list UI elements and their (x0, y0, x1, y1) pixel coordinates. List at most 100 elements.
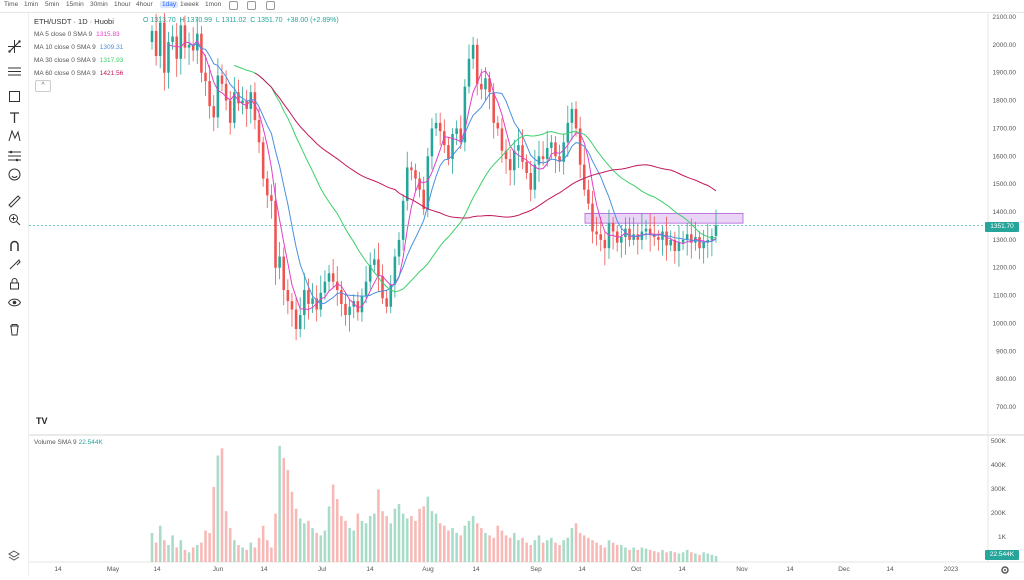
timeframe-5min[interactable]: 5min (45, 1, 60, 8)
volume-bar (529, 545, 533, 562)
indicator-legend-ma[interactable]: MA 30 close 0 SMA 9 1317.93 (34, 57, 123, 64)
zoom-icon[interactable] (6, 211, 22, 227)
volume-bar (389, 523, 393, 562)
candle-body (582, 164, 586, 190)
candle-body (397, 239, 401, 257)
candle-body (418, 178, 421, 190)
volume-bar (480, 528, 483, 562)
timeframe-1hour[interactable]: 1hour (114, 1, 131, 8)
volume-bar (303, 523, 306, 562)
lock-drawings-icon[interactable] (6, 256, 22, 272)
collapse-legend-button[interactable]: ^ (35, 80, 51, 92)
timeframe-30min[interactable]: 30min (90, 1, 108, 8)
lock-icon[interactable] (6, 275, 22, 291)
volume-bar (488, 535, 491, 562)
volume-bar (537, 535, 541, 562)
candle-body (632, 234, 635, 240)
indicator-legend-ma[interactable]: MA 5 close 0 SMA 9 1315.83 (34, 31, 120, 38)
volume-bar (179, 540, 183, 562)
candle-body (241, 100, 244, 104)
volume-bar (204, 530, 207, 562)
candle-body (340, 290, 343, 304)
volume-bar (595, 542, 598, 562)
indicator-value: 1315.83 (96, 31, 120, 38)
candle-body (385, 298, 388, 307)
indicator-label: MA 60 close 0 SMA 9 (34, 70, 96, 77)
fullscreen-icon[interactable] (266, 1, 275, 10)
symbol-title[interactable]: ETH/USDT · 1D · Huobi (34, 17, 114, 26)
candle-body (533, 164, 537, 190)
indicator-legend-ma[interactable]: MA 60 close 0 SMA 9 1421.56 (34, 70, 123, 77)
candle-body (335, 281, 339, 290)
volume-bar (620, 545, 623, 562)
time-tick-label: 14 (886, 566, 894, 573)
candle-body (574, 108, 578, 129)
candle-body (323, 281, 327, 293)
volume-bar (315, 532, 318, 562)
volume-bar (566, 537, 570, 562)
volume-bar (323, 530, 327, 562)
candle-body (484, 78, 487, 90)
candle-body (373, 259, 376, 265)
volume-bar (187, 552, 191, 562)
volume-bar (261, 525, 265, 562)
volume-bar (447, 530, 450, 562)
fib-icon[interactable] (6, 147, 22, 163)
volume-bar (434, 513, 438, 562)
settings-gear-icon[interactable] (1000, 562, 1010, 580)
emoji-icon[interactable] (6, 166, 22, 182)
time-tick-label: 2023 (944, 566, 959, 573)
candle-body (644, 228, 648, 232)
volume-bar (624, 547, 627, 562)
volume-bar (545, 540, 549, 562)
timeframe-1min[interactable]: 1min (24, 1, 39, 8)
rectangle-icon[interactable] (6, 88, 22, 104)
candle-body (525, 161, 528, 173)
volume-bar (175, 547, 178, 562)
layers-icon[interactable] (8, 549, 20, 567)
eye-icon[interactable] (6, 294, 22, 310)
timeframe-1week[interactable]: 1week (180, 1, 199, 8)
volume-bar (443, 525, 446, 562)
settings-icon[interactable] (247, 1, 256, 10)
change-value: +38.00 (+2.89%) (286, 17, 339, 24)
candle-body (282, 256, 286, 290)
candle-body (196, 33, 199, 51)
volume-bar (574, 523, 578, 562)
volume-bar (253, 547, 257, 562)
candle-body (620, 237, 623, 243)
candle-body (311, 298, 314, 304)
volume-bar (611, 542, 615, 562)
volume-bar (673, 552, 677, 562)
pattern-icon[interactable] (6, 127, 22, 143)
timeframe-4hour[interactable]: 4hour (136, 1, 153, 8)
timeframe-1day[interactable]: 1day (160, 1, 179, 8)
timeframe-1mon[interactable]: 1mon (205, 1, 222, 8)
volume-bar (661, 549, 664, 562)
volume-bar (459, 535, 463, 562)
ruler-icon[interactable] (6, 193, 22, 209)
chart-type-icon[interactable] (229, 1, 238, 10)
volume-bar (714, 555, 718, 562)
volume-bar (652, 551, 656, 562)
trash-icon[interactable] (6, 321, 22, 337)
candle-body (673, 239, 677, 251)
volume-tick-label: 1K (998, 534, 1007, 541)
indicator-legend-ma[interactable]: MA 10 close 0 SMA 9 1309.31 (34, 44, 123, 51)
timeframe-time[interactable]: Time (4, 1, 19, 8)
magnet-icon[interactable] (6, 237, 22, 253)
horizontal-lines-icon[interactable] (6, 63, 22, 79)
trend-line-icon[interactable] (6, 38, 22, 54)
timeframe-15min[interactable]: 15min (66, 1, 84, 8)
candle-body (171, 36, 174, 43)
text-icon[interactable] (6, 109, 22, 125)
volume-bar (554, 542, 557, 562)
price-tick-label: 1600.00 (993, 153, 1017, 160)
time-tick-label: Jul (318, 566, 327, 573)
candle-body (426, 156, 430, 210)
volume-bar (607, 540, 611, 562)
candle-body (368, 264, 372, 282)
candle-body (158, 22, 162, 57)
volume-bar (401, 513, 405, 562)
